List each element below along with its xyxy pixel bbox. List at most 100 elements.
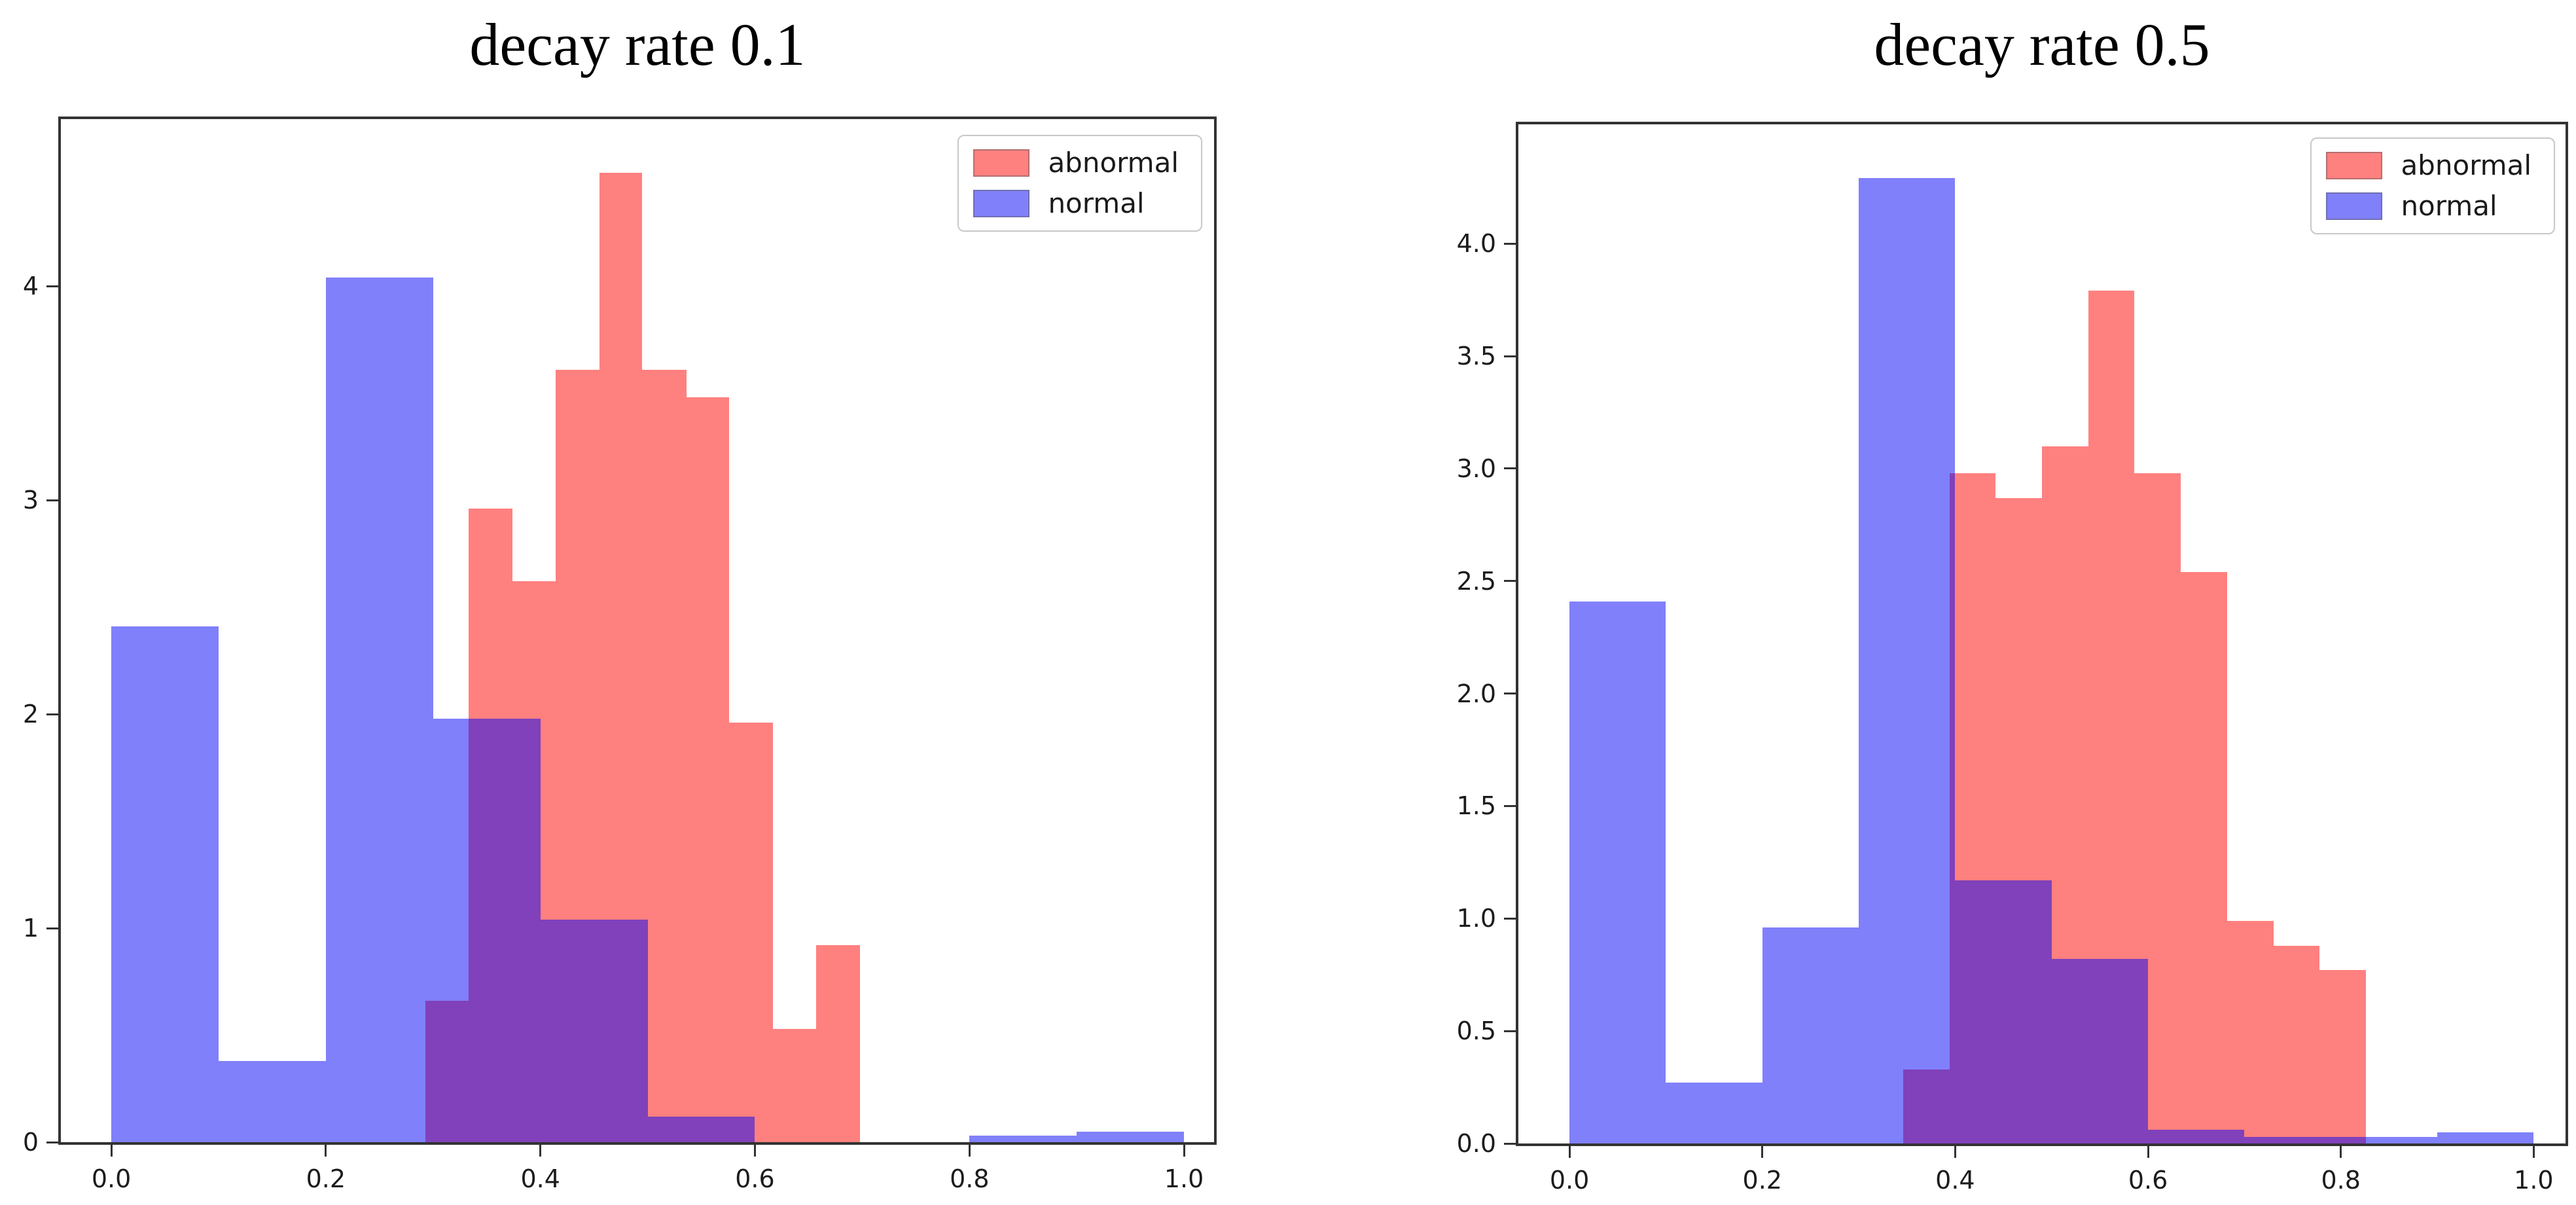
legend-swatch-abnormal [973,149,1030,177]
bar-normal [1762,927,1859,1143]
bar-normal [1569,601,1666,1143]
y-tick [1504,467,1516,470]
bar-abnormal [1949,473,1996,1143]
y-tick [1504,355,1516,357]
y-tick-label: 0.0 [1456,1129,1496,1158]
bar-normal [1077,1131,1185,1142]
y-tick [1504,804,1516,807]
bar-normal [1955,880,2052,1143]
y-tick [1504,692,1516,695]
bar-abnormal [512,581,556,1142]
bar-normal [969,1136,1077,1142]
plot-area [61,119,1214,1142]
x-tick-label: 0.4 [520,1164,560,1193]
bar-normal [2148,1130,2245,1143]
y-tick-label: 3.5 [1456,342,1496,371]
bar-abnormal [773,1028,816,1142]
y-tick [46,927,58,929]
x-tick-label: 0.0 [1549,1166,1590,1195]
x-tick [968,1145,971,1157]
bar-normal [2051,959,2149,1143]
y-tick-label: 3 [22,486,39,515]
bar-abnormal [2042,446,2088,1143]
legend: abnormal normal [2310,137,2555,234]
legend: abnormal normal [957,135,1202,232]
legend-item: abnormal [973,148,1179,178]
bar-abnormal [815,945,861,1142]
legend-label: normal [2401,190,2497,222]
y-tick-label: 2.5 [1456,566,1496,596]
bar-abnormal [1903,1069,1950,1143]
legend-label: abnormal [2401,149,2531,181]
bar-normal [2340,1136,2438,1143]
x-tick-label: 0.6 [2128,1166,2168,1195]
x-tick [1761,1146,1764,1158]
y-tick-label: 0 [22,1128,39,1157]
legend-label: abnormal [1048,147,1179,179]
y-tick-label: 1.5 [1456,791,1496,821]
y-tick-label: 3.0 [1456,454,1496,483]
y-tick-label: 2 [22,700,39,729]
y-tick-label: 1.0 [1456,904,1496,933]
bar-abnormal [2181,571,2227,1143]
plot-area [1518,124,2566,1143]
x-tick-label: 0.4 [1935,1166,1975,1195]
x-tick-label: 1.0 [1164,1164,1204,1193]
bar-normal [325,277,433,1142]
bar-abnormal [686,397,730,1142]
x-tick-label: 0.8 [2321,1166,2361,1195]
plot-frame [1516,122,2568,1146]
y-tick-label: 0.5 [1456,1016,1496,1046]
x-tick-label: 0.0 [91,1164,132,1193]
y-tick [46,285,58,287]
bar-abnormal [2134,473,2181,1143]
legend-label: normal [1048,187,1145,219]
x-tick [1183,1145,1185,1157]
bar-abnormal [2319,970,2366,1143]
x-tick [539,1145,542,1157]
legend-swatch-abnormal [2326,152,2383,179]
bar-normal [2437,1132,2534,1143]
bar-abnormal [2273,945,2320,1143]
bar-normal [1859,178,1956,1143]
chart-title: decay rate 0.5 [1874,11,2210,78]
x-tick-label: 1.0 [2514,1166,2554,1195]
plot-frame [58,117,1217,1145]
legend-item: normal [2326,191,2531,221]
y-tick-label: 4 [22,272,39,301]
y-tick-label: 1 [22,914,39,943]
y-tick [1504,580,1516,583]
y-tick [1504,242,1516,245]
bar-normal [218,1060,326,1142]
bar-normal [1666,1083,1762,1143]
legend-item: normal [973,189,1179,219]
bar-normal [111,626,219,1142]
bar-normal [2244,1136,2341,1143]
bar-abnormal [425,1001,469,1142]
bar-abnormal [2227,920,2274,1143]
y-tick [1504,1142,1516,1145]
x-tick [110,1145,113,1157]
x-tick [2340,1146,2342,1158]
y-tick-label: 2.0 [1456,679,1496,708]
bar-abnormal [555,369,599,1142]
chart-title: decay rate 0.1 [469,11,806,78]
bar-abnormal [599,172,643,1142]
legend-swatch-normal [2326,192,2383,220]
x-tick-label: 0.2 [1742,1166,1782,1195]
y-tick [1504,1030,1516,1032]
bar-abnormal [1995,497,2042,1143]
legend-swatch-normal [973,190,1030,217]
x-tick-label: 0.8 [950,1164,990,1193]
x-tick-label: 0.6 [735,1164,775,1193]
x-tick-label: 0.2 [306,1164,346,1193]
bar-abnormal [642,369,687,1142]
bar-abnormal [729,723,774,1142]
x-tick [2532,1146,2535,1158]
x-tick [1568,1146,1571,1158]
bar-normal [647,1116,755,1142]
x-tick [325,1145,327,1157]
legend-item: abnormal [2326,151,2531,181]
